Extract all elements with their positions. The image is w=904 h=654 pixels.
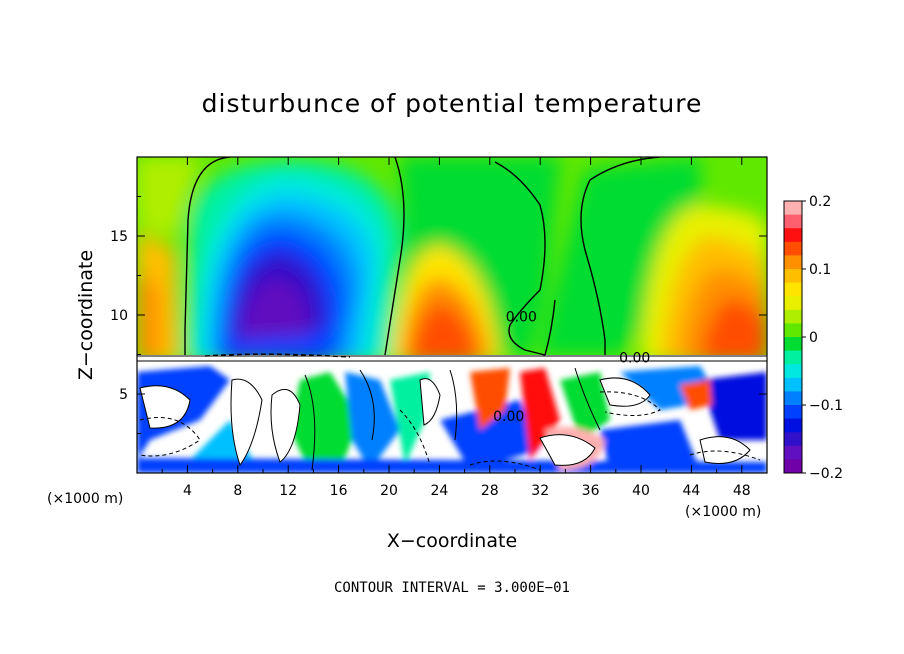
colorbar-swatch <box>784 255 802 270</box>
y-axis-label: Z−coordinate <box>75 250 97 380</box>
colorbar-swatch <box>784 459 802 474</box>
colorbar-tick-label: −0.2 <box>809 466 843 482</box>
colorbar-swatch <box>784 391 802 406</box>
colorbar-swatch <box>784 350 802 365</box>
contour-labels: 0.00 0.00 0.00 <box>493 309 650 425</box>
colorbar-tick-label: −0.1 <box>809 398 843 414</box>
x-tick-label: 4 <box>183 483 192 499</box>
x-unit-right: (×1000 m) <box>685 504 761 520</box>
colorbar-swatch <box>784 323 802 338</box>
colorbar-swatch <box>784 377 802 392</box>
contour-interval-note: CONTOUR INTERVAL = 3.000E−01 <box>334 580 570 596</box>
x-tick-label: 16 <box>330 483 348 499</box>
colorbar-swatch <box>784 445 802 460</box>
colorbar-swatch <box>784 418 802 433</box>
x-tick-label: 40 <box>632 483 650 499</box>
y-tick-label: 15 <box>110 229 128 245</box>
y-tick-label: 10 <box>110 308 128 324</box>
heatmap-field <box>137 157 767 473</box>
colorbar-swatch <box>784 282 802 297</box>
x-tick-label: 44 <box>682 483 700 499</box>
x-axis-ticks: 4 8 12 16 20 24 28 32 36 40 44 48 <box>161 157 751 499</box>
x-tick-label: 12 <box>279 483 297 499</box>
x-tick-label: 48 <box>733 483 751 499</box>
colorbar-tick-label: 0.1 <box>809 262 831 278</box>
colorbar-swatch <box>784 364 802 379</box>
colorbar-swatch <box>784 296 802 311</box>
x-tick-label: 32 <box>531 483 549 499</box>
colorbar-swatch <box>784 269 802 284</box>
colorbar-swatch <box>784 214 802 229</box>
x-tick-label: 20 <box>380 483 398 499</box>
x-tick-label: 36 <box>582 483 600 499</box>
x-tick-label: 28 <box>481 483 499 499</box>
colorbar-swatch <box>784 241 802 256</box>
colorbar-tick-label: 0 <box>809 330 818 346</box>
colorbar-swatch <box>784 309 802 324</box>
colorbar-swatch <box>784 228 802 243</box>
colorbar <box>783 200 803 474</box>
colorbar-swatch <box>784 201 802 216</box>
contour-label: 0.00 <box>506 309 537 325</box>
colorbar-swatch <box>784 337 802 352</box>
x-tick-label: 24 <box>430 483 448 499</box>
x-axis-label: X−coordinate <box>387 530 517 552</box>
colorbar-tick-label: 0.2 <box>809 194 831 210</box>
y-axis-ticks: 5 10 15 <box>110 196 767 434</box>
colorbar-swatch <box>784 405 802 420</box>
contour-label: 0.00 <box>493 409 524 425</box>
x-tick-label: 8 <box>233 483 242 499</box>
contour-label: 0.00 <box>619 350 650 366</box>
chart-title: disturbunce of potential temperature <box>202 89 703 118</box>
x-unit-left: (×1000 m) <box>47 491 123 507</box>
y-tick-label: 5 <box>119 387 128 403</box>
colorbar-ticks: 0.2 0.1 0 −0.1 −0.2 <box>802 194 843 482</box>
colorbar-swatch <box>784 432 802 447</box>
